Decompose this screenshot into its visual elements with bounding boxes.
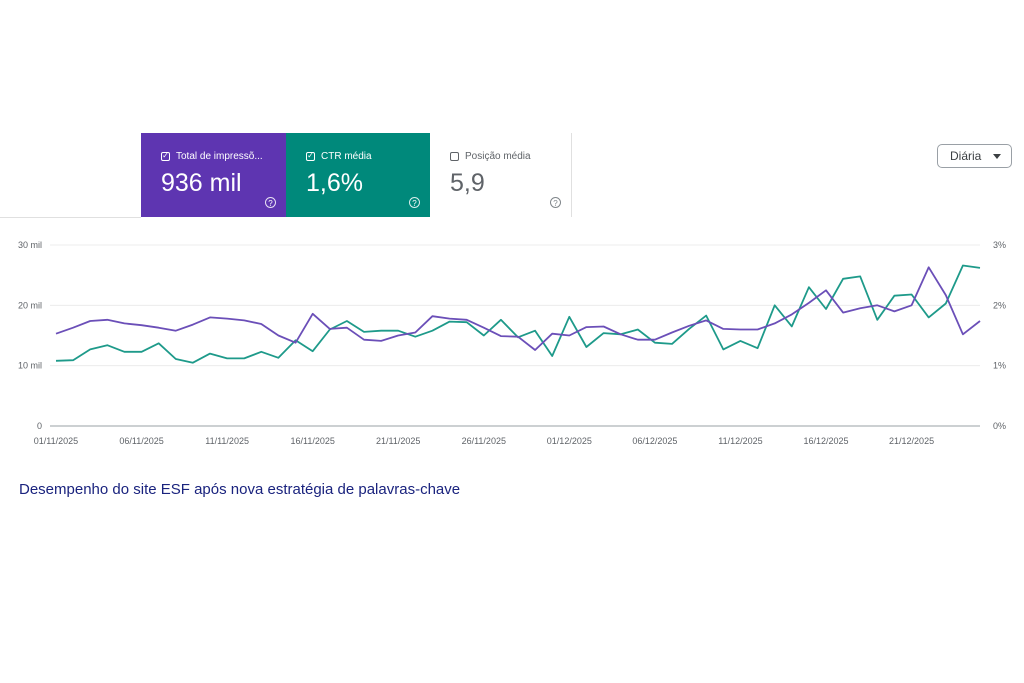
y-left-tick-label: 0 [37, 421, 42, 431]
impressions-series-line [55, 264, 981, 364]
y-left-tick-label: 20 mil [18, 300, 42, 310]
metric-label: Total de impressõ... [176, 150, 263, 162]
x-tick-label: 21/11/2025 [376, 436, 420, 446]
help-icon[interactable]: ? [409, 197, 420, 208]
y-left-tick-label: 10 mil [18, 361, 42, 371]
x-tick-label: 21/12/2025 [889, 436, 934, 446]
y-right-tick-label: 3% [993, 240, 1006, 250]
checkbox-checked-icon[interactable]: ✓ [306, 151, 315, 161]
metric-card-impressions[interactable]: ✓ Total de impressõ... 936 mil ? [141, 133, 286, 217]
granularity-dropdown[interactable]: Diária [937, 144, 1012, 168]
metric-card-ctr[interactable]: ✓ CTR média 1,6% ? [286, 133, 430, 217]
x-tick-label: 26/11/2025 [462, 436, 506, 446]
ctr-series-line [55, 266, 981, 351]
metric-label: CTR média [321, 150, 372, 162]
metric-value: 936 mil [161, 169, 242, 197]
x-tick-label: 01/11/2025 [34, 436, 78, 446]
caret-down-icon [993, 153, 1002, 159]
x-tick-label: 06/11/2025 [119, 436, 163, 446]
x-tick-label: 16/11/2025 [290, 436, 334, 446]
help-icon[interactable]: ? [265, 197, 276, 208]
x-tick-label: 01/12/2025 [547, 436, 592, 446]
y-left-tick-label: 30 mil [18, 240, 42, 250]
metric-value: 5,9 [450, 169, 485, 197]
checkbox-unchecked-icon[interactable] [450, 151, 459, 161]
performance-chart: 0 10 mil 20 mil 30 mil 0% 1% 2% 3% 01/11/2025 06/… [18, 240, 1006, 446]
y-right-tick-label: 2% [993, 300, 1006, 310]
help-icon[interactable]: ? [550, 197, 561, 208]
x-tick-label: 06/12/2025 [632, 436, 677, 446]
y-right-tick-label: 0% [993, 421, 1006, 431]
x-tick-label: 16/12/2025 [803, 436, 848, 446]
header-divider [0, 217, 141, 218]
metric-card-position[interactable]: Posição média 5,9 ? [430, 133, 572, 217]
chart-caption: Desempenho do site ESF após nova estraté… [19, 481, 461, 498]
y-right-tick-label: 1% [993, 361, 1006, 371]
dropdown-label: Diária [950, 149, 982, 163]
x-tick-label: 11/11/2025 [205, 436, 249, 446]
x-tick-label: 11/12/2025 [718, 436, 762, 446]
metric-value: 1,6% [306, 169, 363, 197]
checkbox-checked-icon[interactable]: ✓ [161, 151, 170, 161]
metric-label: Posição média [465, 150, 531, 162]
